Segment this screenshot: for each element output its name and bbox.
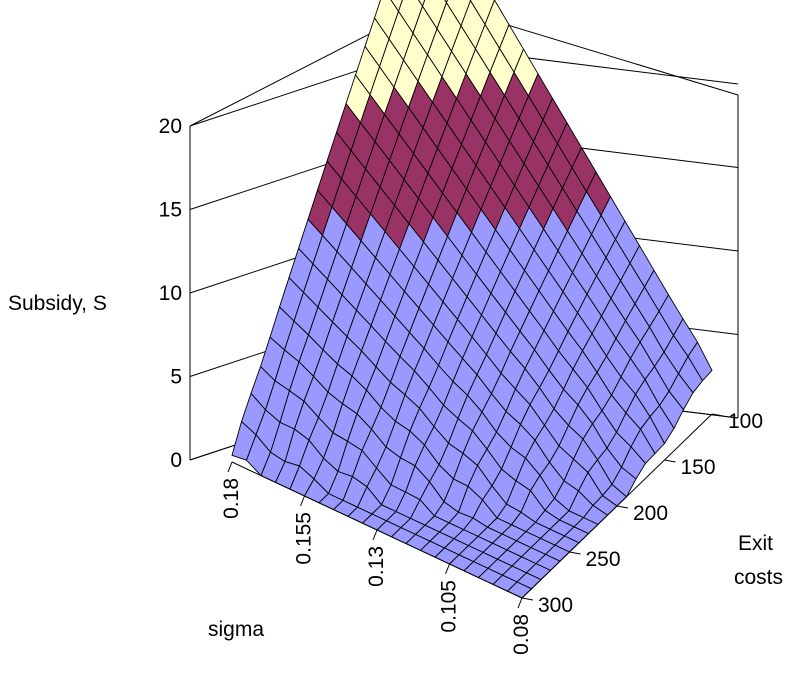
sigma-tick-label: 0.13 <box>365 546 388 587</box>
y-axis-title-line2: costs <box>734 566 783 589</box>
x-axis-title: sigma <box>208 618 264 641</box>
z-tick-labels: 0 5 10 15 20 <box>159 115 182 472</box>
sigma-tick <box>517 597 523 609</box>
exit-tick <box>664 459 676 463</box>
exit-tick-label: 250 <box>586 548 621 571</box>
surface-cell <box>417 0 426 7</box>
z-tick-label: 20 <box>159 115 182 138</box>
z-tick-label: 10 <box>159 282 182 305</box>
exit-tick <box>521 597 534 601</box>
exit-tick-label: 300 <box>538 594 573 617</box>
sigma-tick-labels: 0.18 0.155 0.13 0.105 0.08 <box>220 478 533 655</box>
exit-tick <box>569 551 581 555</box>
z-tick-label: 15 <box>159 199 182 222</box>
exit-tick <box>616 505 629 509</box>
sigma-tick <box>300 495 305 507</box>
sigma-tick-label: 0.105 <box>438 580 461 633</box>
sigma-tick <box>227 461 233 473</box>
exit-tick-label: 150 <box>681 456 716 479</box>
z-tick-label: 5 <box>170 366 182 389</box>
y-axis-title-line1: Exit <box>738 532 773 555</box>
exit-tick-label: 100 <box>728 410 763 433</box>
z-axis-title: Subsidy, S <box>8 292 107 315</box>
sigma-tick-label: 0.155 <box>293 512 316 565</box>
exit-tick-marks <box>521 413 724 601</box>
exit-tick-label: 200 <box>633 502 668 525</box>
sigma-tick-marks <box>227 461 523 609</box>
front-axes <box>227 413 724 609</box>
exit-tick-labels: 100 150 200 250 300 <box>538 410 763 617</box>
z-tick-label: 0 <box>170 449 182 472</box>
exit-tick <box>711 413 724 417</box>
sigma-tick <box>372 529 378 541</box>
sigma-tick <box>445 563 450 575</box>
sigma-tick-label: 0.08 <box>510 614 533 655</box>
surface-mesh <box>231 0 713 599</box>
sigma-tick-label: 0.18 <box>220 478 243 519</box>
